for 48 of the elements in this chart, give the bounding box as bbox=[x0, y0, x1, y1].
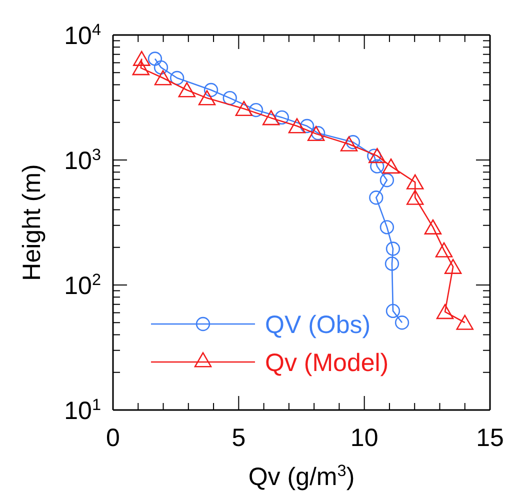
y-tick-label: 10$^{1}$ bbox=[64, 396, 101, 425]
point bbox=[262, 110, 280, 126]
point bbox=[300, 118, 314, 134]
point bbox=[435, 242, 453, 258]
point bbox=[406, 190, 424, 205]
point bbox=[198, 90, 216, 106]
point bbox=[384, 256, 400, 271]
point bbox=[386, 242, 400, 256]
point bbox=[132, 60, 150, 76]
legend-label: QV (Obs) bbox=[265, 311, 371, 339]
y-axis-title: Height (m) bbox=[18, 164, 46, 281]
point bbox=[380, 173, 394, 188]
x-tick-label: 15 bbox=[476, 424, 504, 452]
y-tick-label: 10$^{4}$ bbox=[64, 21, 101, 50]
point bbox=[235, 100, 253, 116]
point bbox=[148, 52, 162, 66]
point bbox=[248, 102, 264, 118]
x-tick-label: 5 bbox=[232, 424, 246, 452]
point bbox=[369, 190, 384, 205]
x-axis-title: Qv (g/m$^{3}$) bbox=[248, 462, 355, 491]
point bbox=[154, 60, 168, 75]
x-tick-label: 0 bbox=[106, 424, 120, 452]
y-tick-label: 10$^{2}$ bbox=[64, 271, 101, 300]
point bbox=[436, 304, 454, 320]
point bbox=[222, 90, 237, 106]
point bbox=[154, 70, 172, 86]
point bbox=[178, 82, 196, 98]
point bbox=[386, 304, 400, 318]
point bbox=[170, 70, 184, 86]
point bbox=[456, 314, 474, 330]
point bbox=[204, 82, 218, 98]
point bbox=[288, 118, 306, 134]
point bbox=[274, 110, 289, 125]
point bbox=[406, 174, 424, 190]
point bbox=[394, 316, 410, 330]
point bbox=[382, 158, 400, 174]
point bbox=[307, 126, 325, 142]
point bbox=[370, 159, 384, 174]
point bbox=[444, 258, 462, 274]
point bbox=[340, 136, 358, 152]
point bbox=[380, 220, 394, 234]
point bbox=[424, 219, 442, 234]
y-tick-label: 10$^{3}$ bbox=[64, 146, 101, 175]
x-tick-label: 10 bbox=[350, 424, 378, 452]
point bbox=[368, 148, 386, 164]
point bbox=[346, 135, 360, 150]
legend-label: Qv (Model) bbox=[265, 349, 389, 377]
point bbox=[133, 50, 150, 66]
